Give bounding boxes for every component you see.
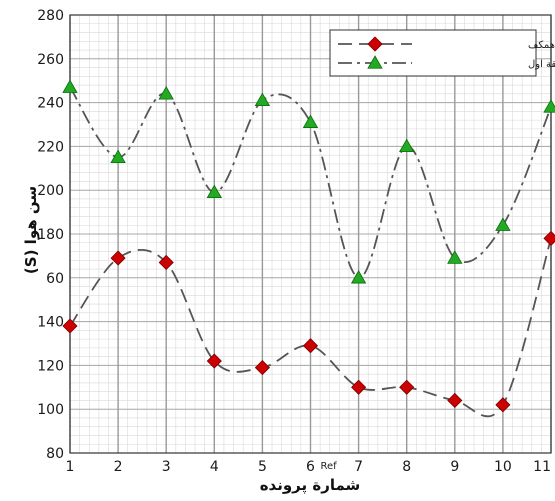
ref-label: Ref (321, 461, 338, 472)
x-tick-label: 11 (533, 459, 551, 475)
x-tick-label: 2 (114, 459, 123, 475)
y-tick-label: 240 (37, 96, 64, 112)
data-point-series-1 (495, 397, 511, 413)
x-tick-label: 1 (66, 459, 75, 475)
legend-label-2: طبقة اول (528, 59, 555, 70)
series-lines (69, 86, 552, 418)
y-tick-label: 260 (37, 52, 64, 68)
data-point-series-2 (495, 217, 511, 231)
x-tick-label: 6 (306, 459, 315, 475)
legend: طبقة همكف طبقة اول (329, 29, 555, 77)
data-point-series-2 (254, 92, 271, 107)
data-point-series-1 (158, 254, 174, 271)
data-point-series-2 (447, 250, 463, 264)
data-point-series-1 (62, 318, 78, 334)
data-point-series-2 (302, 114, 319, 128)
x-tick-label: 10 (494, 459, 512, 475)
data-point-series-2 (158, 86, 174, 100)
data-point-series-1 (543, 230, 555, 246)
series-line-1 (69, 238, 552, 418)
data-point-series-1 (351, 379, 367, 395)
x-axis-label: شمارة پرونده (260, 476, 361, 495)
data-point-series-1 (206, 353, 222, 369)
data-point-series-1 (302, 338, 319, 354)
x-tick-label: 5 (258, 459, 267, 475)
y-tick-label: 60 (46, 271, 64, 287)
y-tick-label: 80 (46, 446, 64, 462)
x-tick-label: 9 (450, 459, 459, 475)
y-axis-label: سن هوا (S) (22, 186, 40, 274)
x-tick-label: 3 (162, 459, 171, 475)
y-tick-label: 200 (37, 183, 64, 199)
y-tick-label: 180 (37, 227, 64, 243)
data-point-series-1 (254, 360, 270, 376)
data-point-series-2 (206, 184, 222, 199)
data-point-series-1 (110, 250, 126, 266)
legend-box (329, 29, 537, 77)
data-point-series-2 (350, 269, 367, 284)
y-tick-label: 120 (37, 358, 64, 374)
legend-label-1: طبقة همكف (528, 40, 555, 51)
legend-marker-2 (367, 55, 383, 69)
data-point-series-2 (62, 79, 78, 93)
legend-marker-1 (367, 36, 383, 52)
data-point-series-2 (399, 138, 415, 153)
x-tick-label: 7 (354, 459, 363, 475)
grid (69, 14, 552, 454)
tick-labels: 80 100 120 140 60 180 200 220 240 260 280 1 2 3 4 5 6 7 8 9… (37, 8, 551, 475)
y-tick-label: 140 (37, 315, 64, 331)
x-tick-label: 4 (210, 459, 219, 475)
series-line-2 (69, 86, 552, 279)
x-tick-label: 8 (402, 459, 411, 475)
y-tick-label: 100 (37, 402, 64, 418)
data-point-series-1 (447, 392, 463, 409)
data-point-series-2 (110, 149, 126, 164)
series-markers (62, 79, 555, 413)
y-tick-label: 280 (37, 8, 64, 24)
data-point-series-1 (399, 379, 415, 395)
y-tick-label: 220 (37, 139, 64, 155)
